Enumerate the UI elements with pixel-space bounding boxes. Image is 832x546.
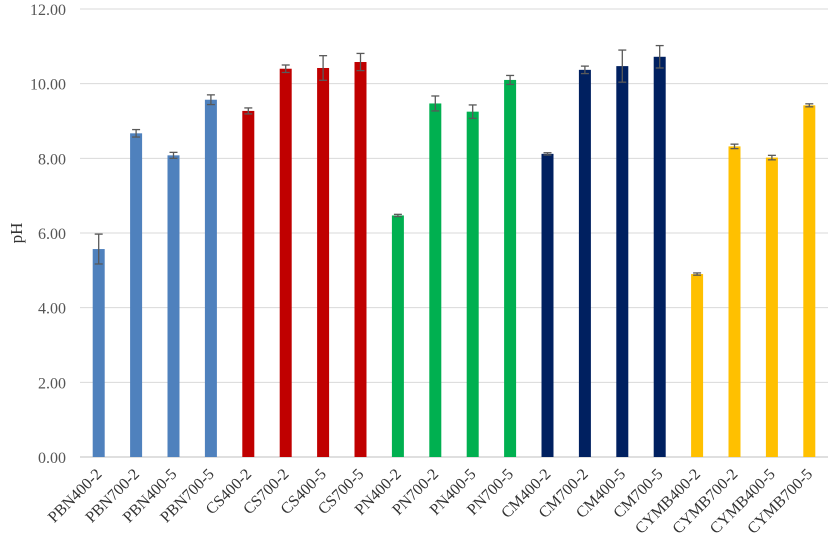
gridlines [80,8,828,458]
error-bar [618,49,627,83]
bar-cm400-2 [541,153,554,457]
bar-pn700-5 [504,79,517,457]
bar-cs700-2 [279,68,292,457]
bar-cymb700-5 [803,105,816,457]
bar-cm700-5 [653,56,666,457]
error-bar [693,272,702,276]
error-bar [132,128,141,138]
y-tick-label: 2.00 [38,375,66,392]
error-bar [431,95,440,112]
y-tick-label: 12.00 [30,2,66,19]
y-axis-ticks: 0.00 2.00 4.00 6.00 8.00 10.00 12.00 [30,2,66,467]
error-bar [543,152,552,156]
bar-cm700-2 [578,69,591,457]
error-bar [206,94,215,106]
bar-cymb400-2 [691,274,704,457]
y-tick-label: 4.00 [38,301,66,318]
y-tick-label: 8.00 [38,151,66,168]
y-axis-title: pH [7,223,26,244]
error-bar [730,143,739,150]
y-tick-label: 0.00 [38,450,66,467]
bar-cs400-2 [242,110,255,458]
error-bar [319,55,328,81]
bars [92,56,816,458]
error-bar [94,233,103,265]
bar-pn400-2 [391,215,404,457]
bar-cymb400-5 [765,157,778,457]
bar-pbn700-5 [204,99,217,457]
error-bar [244,107,253,115]
error-bar [506,74,515,86]
bar-pn700-2 [429,103,442,457]
error-bar [393,213,402,218]
error-bar [655,44,664,69]
error-bar [356,52,365,72]
error-bar [169,151,178,159]
bar-pbn400-2 [92,249,105,457]
y-tick-label: 10.00 [30,77,66,94]
error-bar [468,104,477,120]
y-tick-label: 6.00 [38,226,66,243]
bar-cs700-5 [354,62,367,457]
bar-cm400-5 [616,66,629,458]
error-bar [580,65,589,75]
error-bars [94,44,814,276]
bar-cymb700-2 [728,146,741,458]
bar-cs400-5 [317,67,330,457]
bar-pbn400-5 [167,155,180,457]
bar-pn400-5 [466,111,479,458]
x-axis-ticks: PBN400-2PBN700-2PBN400-5PBN700-5CS400-2C… [45,466,816,538]
error-bar [767,154,776,161]
error-bar [805,103,814,108]
error-bar [281,64,290,74]
bar-pbn700-2 [130,133,143,457]
